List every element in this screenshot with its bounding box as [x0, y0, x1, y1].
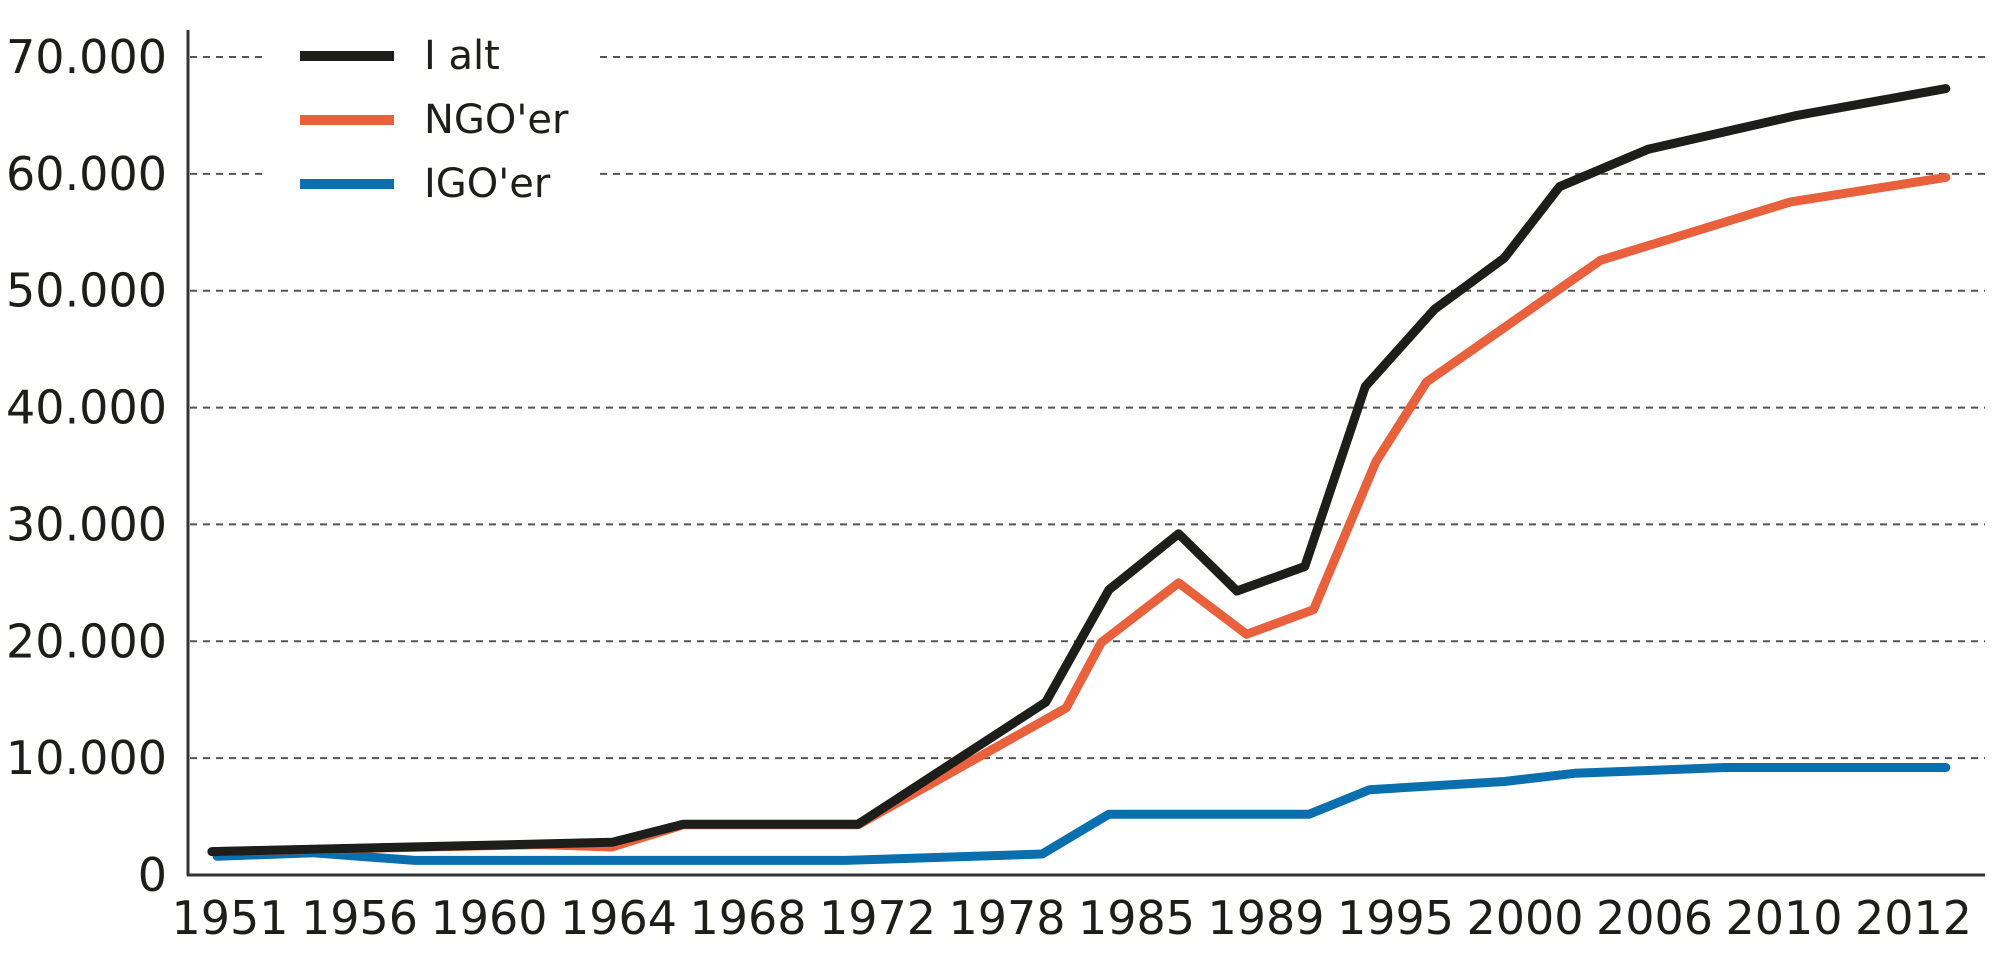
x-tick-label: 2012	[1855, 891, 1972, 945]
x-tick-label: 1964	[560, 891, 677, 945]
y-tick-label: 50.000	[6, 264, 167, 318]
x-tick-label: 1995	[1337, 891, 1454, 945]
legend-label: I alt	[424, 33, 500, 79]
legend-label: NGO'er	[424, 97, 569, 143]
gridlines	[190, 56, 1985, 760]
x-tick-label: 2000	[1466, 891, 1583, 945]
x-tick-label: 1985	[1078, 891, 1195, 945]
x-tick-label: 1978	[948, 891, 1065, 945]
series-line-0	[207, 84, 1951, 857]
y-tick-label: 10.000	[6, 731, 167, 785]
y-axis-tick-labels: 0 10.000 20.000 30.000 40.000 50.000 60.000 70.…	[6, 30, 167, 902]
y-tick-label: 30.000	[6, 497, 167, 551]
x-tick-label: 1989	[1207, 891, 1324, 945]
x-tick-label: 1960	[430, 891, 547, 945]
x-tick-label: 2006	[1596, 891, 1713, 945]
series-line-1	[207, 172, 1951, 857]
x-tick-label: 2010	[1725, 891, 1842, 945]
legend: I alt NGO'er IGO'er	[300, 33, 569, 207]
y-tick-label: 20.000	[6, 614, 167, 668]
x-axis-tick-labels: 1951 1956 1960 1964 1968 1972 1978 1985 1989 1995…	[171, 891, 1972, 945]
series-line-2	[212, 763, 1951, 865]
x-tick-label: 1951	[171, 891, 288, 945]
y-tick-label: 60.000	[6, 147, 167, 201]
series-lines	[207, 84, 1951, 865]
x-tick-label: 1968	[689, 891, 806, 945]
x-tick-label: 1956	[301, 891, 418, 945]
x-tick-label: 1972	[819, 891, 936, 945]
y-tick-label: 0	[138, 848, 167, 902]
y-tick-label: 70.000	[6, 30, 167, 84]
legend-label: IGO'er	[424, 161, 551, 207]
y-tick-label: 40.000	[6, 381, 167, 435]
